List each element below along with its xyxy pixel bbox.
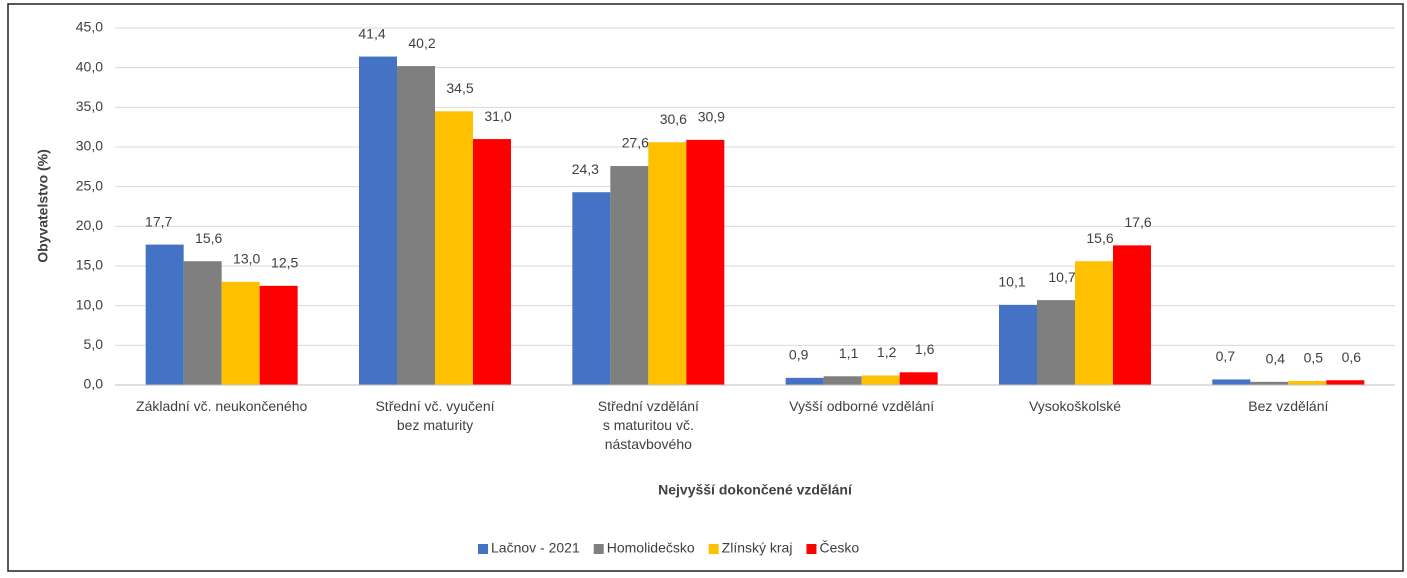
legend-label: Zlínský kraj (722, 540, 793, 556)
data-label: 24,3 (572, 161, 599, 177)
y-tick-label: 40,0 (76, 58, 103, 74)
bar (1113, 245, 1151, 385)
legend-swatch (593, 544, 604, 554)
x-tick-label: Vyšší odborné vzdělání (789, 398, 934, 414)
data-label: 30,6 (660, 111, 687, 127)
bar (359, 56, 397, 386)
data-label: 15,6 (195, 230, 222, 246)
legend-swatch (806, 544, 817, 554)
bar (221, 281, 260, 385)
data-label: 0,6 (1342, 349, 1362, 365)
legend-label: Homolidečsko (607, 540, 695, 556)
y-tick-label: 15,0 (76, 257, 103, 273)
data-label: 10,1 (998, 274, 1025, 290)
x-tick-label: Základní vč. neukončeného (136, 398, 307, 414)
data-label: 0,7 (1216, 348, 1236, 364)
bar (899, 372, 938, 385)
x-tick-label: Střední vzdělání s maturitou vč. nástavbov… (598, 398, 699, 452)
data-label: 0,9 (789, 347, 809, 363)
data-label: 34,5 (446, 80, 473, 96)
bar (648, 142, 687, 385)
legend-label: Lačnov - 2021 (491, 540, 580, 556)
bar (686, 139, 725, 385)
data-label: 1,2 (877, 344, 897, 360)
data-label: 27,6 (622, 135, 649, 151)
y-tick-label: 10,0 (76, 296, 103, 312)
data-label: 41,4 (358, 25, 385, 41)
bar (572, 192, 611, 385)
bar (823, 376, 862, 385)
y-tick-label: 25,0 (76, 177, 103, 193)
data-label: 13,0 (233, 251, 260, 267)
data-label: 10,7 (1048, 269, 1075, 285)
x-tick-label: Bez vzdělání (1248, 398, 1328, 414)
data-label: 17,7 (145, 213, 172, 229)
x-tick-label: Střední vč. vyučení bez maturity (375, 398, 494, 433)
data-label: 30,9 (698, 109, 725, 125)
data-label: 0,4 (1266, 351, 1286, 367)
data-label: 40,2 (408, 35, 435, 51)
y-tick-label: 30,0 (76, 138, 103, 154)
y-axis-title: Obyvatelstvo (%) (35, 149, 51, 263)
bar (1037, 300, 1075, 385)
bar (785, 377, 824, 385)
data-label: 1,1 (839, 345, 859, 361)
y-tick-label: 0,0 (84, 376, 104, 392)
bar (1326, 380, 1365, 385)
data-label: 17,6 (1124, 214, 1151, 230)
bar (1250, 381, 1289, 385)
data-label: 0,5 (1304, 350, 1324, 366)
x-axis-title: Nejvyšší dokončené vzdělání (658, 482, 853, 498)
y-tick-label: 20,0 (76, 217, 103, 233)
bar (861, 375, 900, 385)
y-tick-label: 5,0 (84, 336, 104, 352)
y-tick-label: 35,0 (76, 98, 103, 114)
data-label: 15,6 (1086, 230, 1113, 246)
legend-swatch (708, 544, 719, 554)
bar (259, 285, 298, 385)
bar (610, 166, 649, 385)
data-label: 31,0 (484, 108, 511, 124)
data-label: 12,5 (271, 255, 298, 271)
bar (397, 66, 435, 385)
legend-label: Česko (819, 540, 859, 556)
bar (145, 244, 184, 385)
bar (473, 139, 511, 385)
bar (1212, 379, 1251, 385)
x-tick-label: Vysokoškolské (1029, 398, 1121, 414)
bar (999, 304, 1037, 385)
bar (1288, 381, 1327, 385)
legend-swatch (478, 544, 488, 554)
bar (1075, 261, 1113, 385)
bar (435, 111, 473, 386)
data-label: 1,6 (915, 341, 935, 357)
y-tick-label: 45,0 (76, 19, 103, 35)
bar (183, 261, 222, 385)
